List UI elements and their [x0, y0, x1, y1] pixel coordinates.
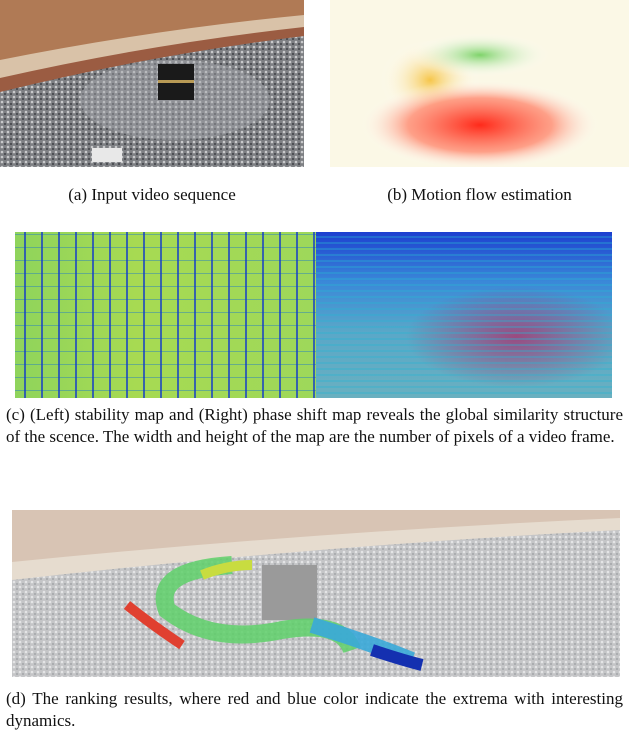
caption-a: (a) Input video sequence [68, 185, 236, 204]
motion-flow-image [330, 0, 629, 167]
caption-c: (c) (Left) stability map and (Right) pha… [6, 405, 623, 446]
phase-shift-map [316, 232, 612, 398]
caption-d: (d) The ranking results, where red and b… [6, 689, 623, 730]
caption-b: (b) Motion flow estimation [387, 185, 572, 204]
input-frame-image [0, 0, 304, 167]
ranking-result-image [12, 510, 620, 677]
stability-map [15, 232, 316, 398]
